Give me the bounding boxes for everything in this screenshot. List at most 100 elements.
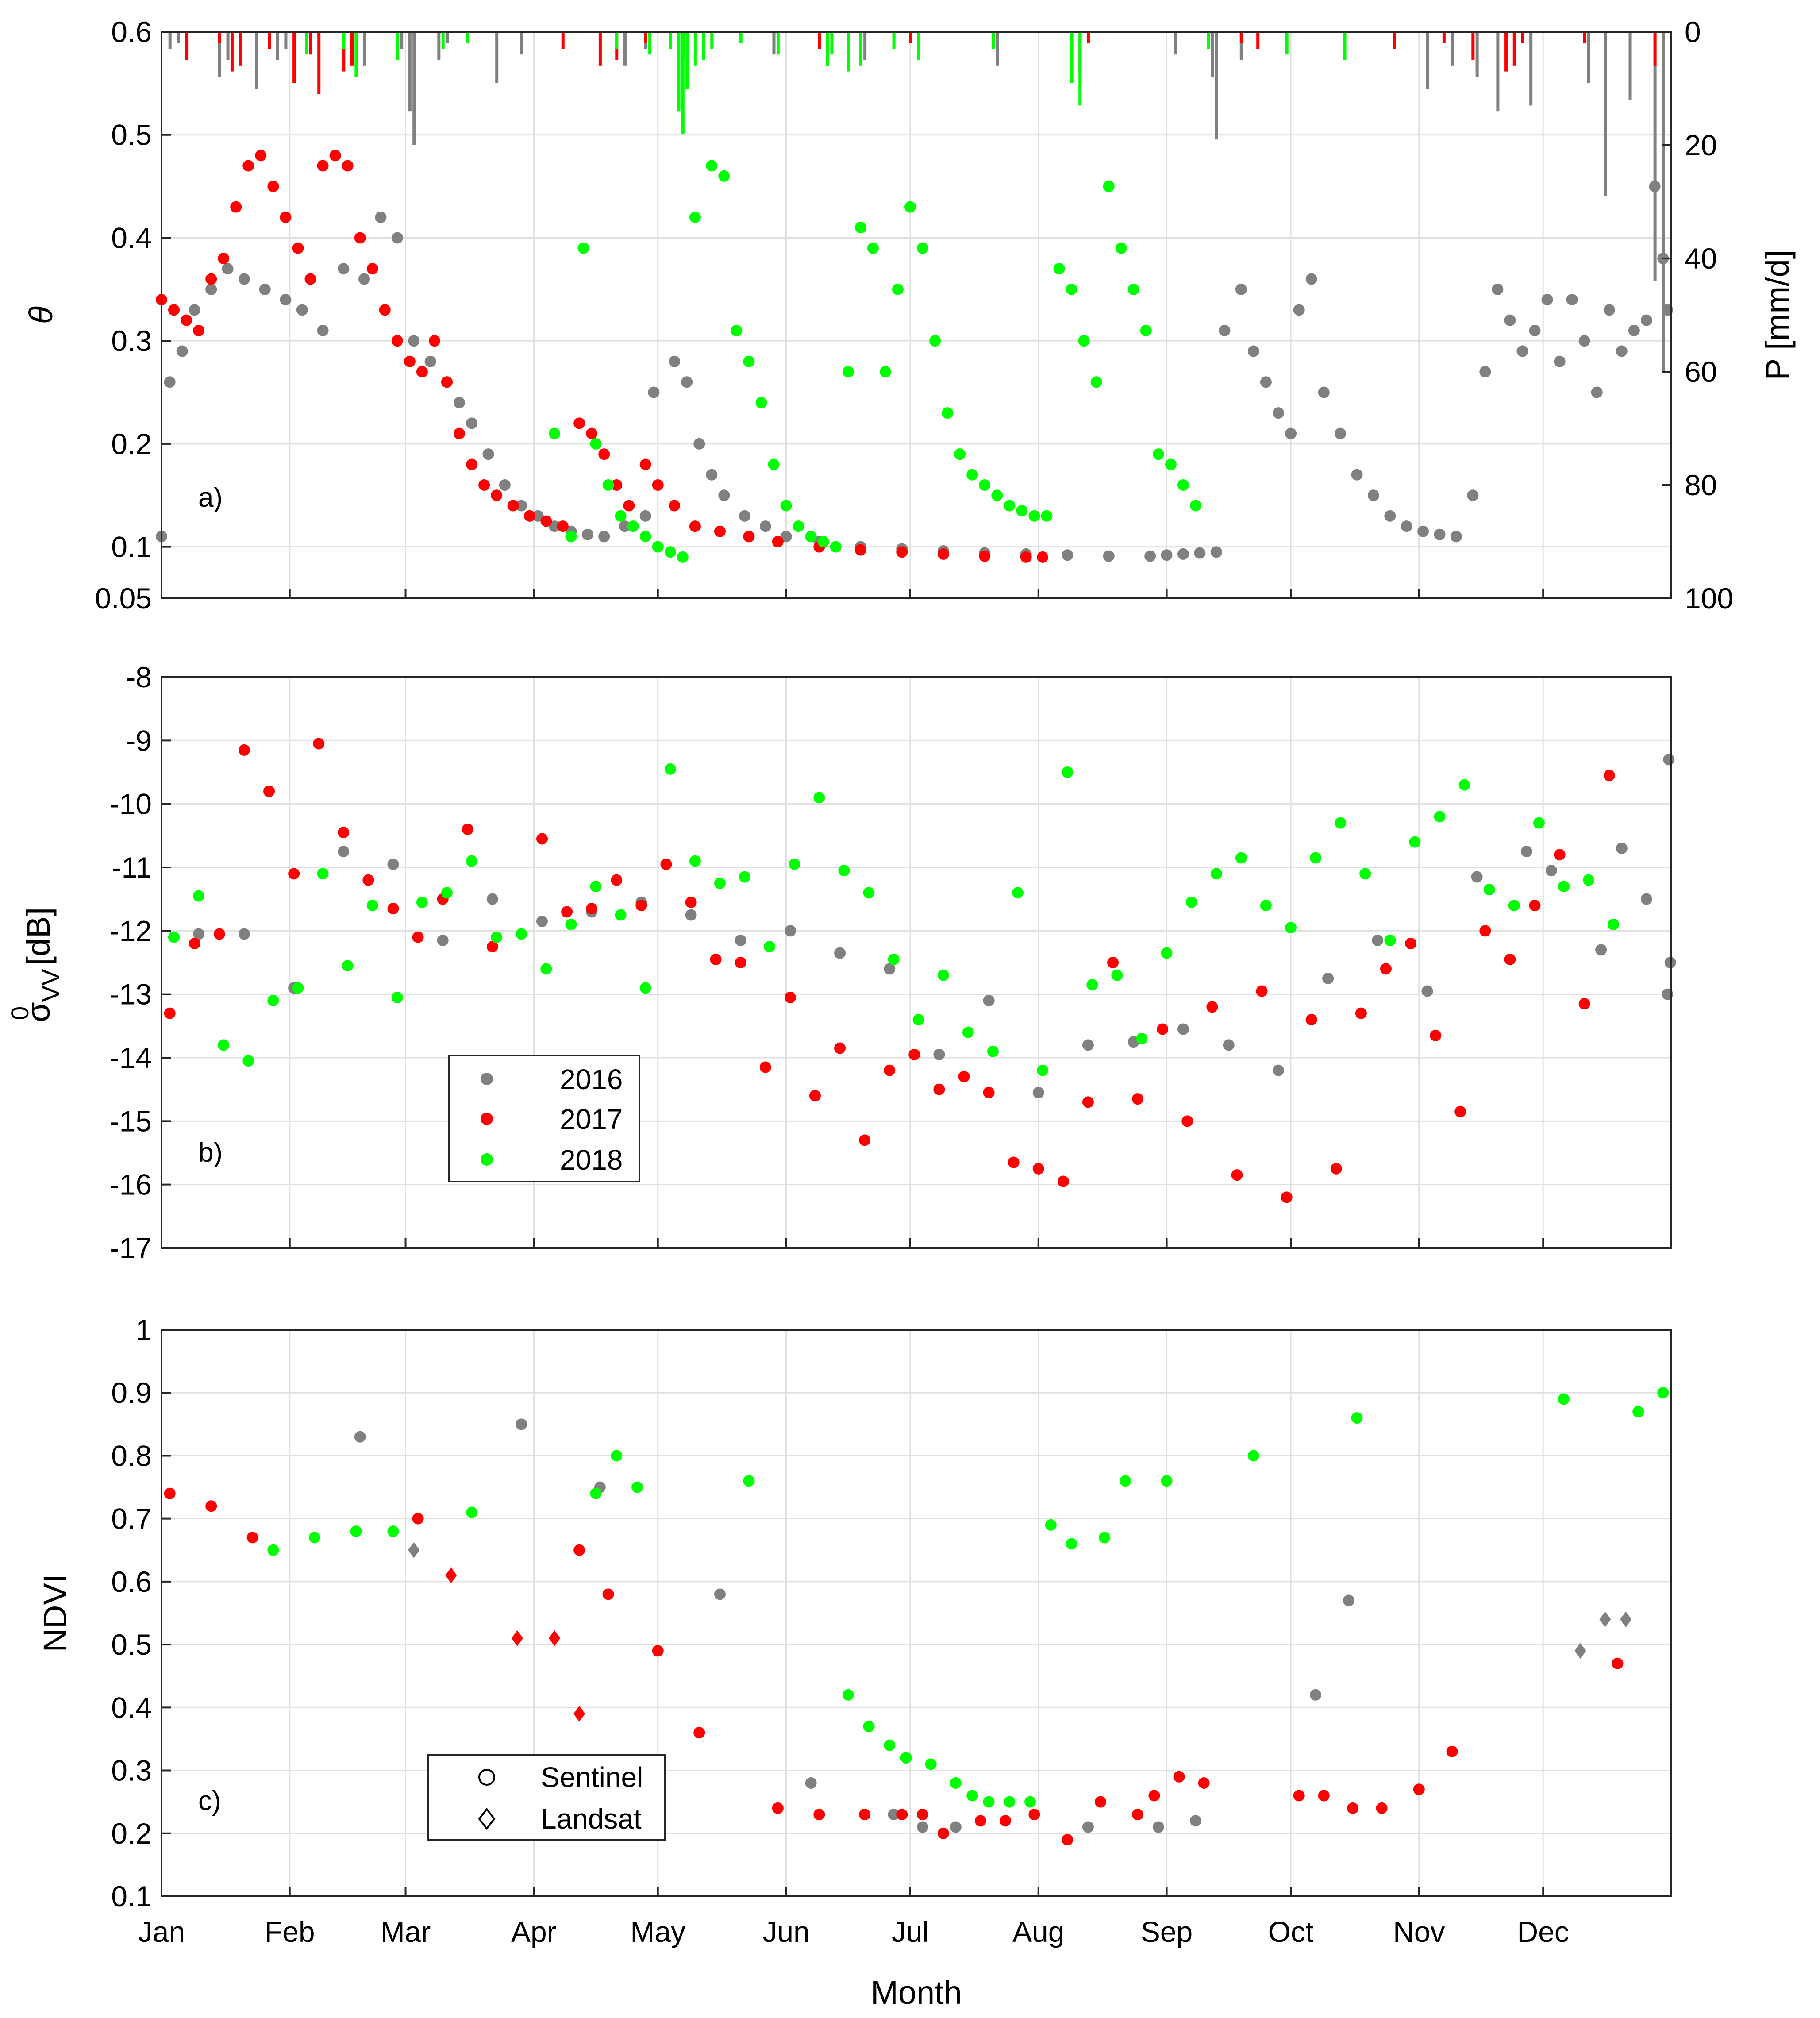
precip-bar-2018-15 [739, 32, 743, 43]
panel-c-legend: Sentinel Landsat [427, 1754, 666, 1841]
point-b-2018-17 [590, 881, 602, 892]
point-c-2017-sentinel-20 [1148, 1790, 1160, 1802]
point-b-2018-36 [1062, 766, 1074, 778]
point-c-2017-sentinel-11 [896, 1809, 908, 1821]
y-tick-label-c-2: 0.3 [111, 1754, 152, 1787]
point-a-2016-66 [1417, 525, 1429, 537]
point-a-2016-35 [718, 489, 730, 501]
point-b-2018-32 [962, 1026, 974, 1038]
point-b-2018-28 [863, 887, 875, 899]
point-a-2016-77 [1566, 294, 1578, 306]
precip-bar-2016-22 [863, 32, 867, 60]
point-a-2017-28 [507, 500, 519, 512]
month-axis-ticks: Jan Feb Mar Apr May Jun Jul Aug Sep Oct Nov Dec [138, 1915, 1569, 1948]
point-b-2017-30 [933, 1083, 945, 1095]
y-tick-label-b-8: -9 [126, 724, 152, 757]
point-b-2018-52 [1458, 779, 1470, 791]
point-b-2016-17 [983, 995, 995, 1006]
precip-bar-2017-10 [561, 32, 565, 49]
precip-bar-2016-4 [255, 32, 259, 89]
point-b-2018-15 [540, 963, 552, 975]
precip-bar-2016-5 [276, 32, 279, 60]
panel-c-y-axis-label: NDVI [37, 1574, 73, 1652]
point-b-2016-28 [1520, 846, 1532, 858]
point-b-2018-9 [391, 991, 403, 1003]
point-c-2017-sentinel-16 [1028, 1809, 1040, 1821]
precip-bar-2017-9 [350, 32, 354, 66]
point-a-2018-36 [1004, 500, 1016, 512]
point-b-2018-10 [416, 896, 428, 908]
point-b-2016-4 [338, 846, 350, 858]
point-c-2016-sentinel-1 [516, 1418, 527, 1430]
point-a-2016-1 [164, 376, 176, 388]
point-b-2018-45 [1285, 922, 1297, 934]
point-a-2017-49 [1020, 551, 1032, 563]
point-c-2018-sentinel-19 [1045, 1519, 1057, 1531]
point-c-2017-sentinel-28 [1446, 1745, 1458, 1757]
point-a-2016-34 [706, 469, 718, 481]
point-c-2018-sentinel-11 [884, 1739, 896, 1751]
y-tick-label-a-3: 0.3 [111, 324, 152, 357]
point-a-2018-35 [991, 489, 1003, 501]
point-c-2018-sentinel-4 [466, 1506, 478, 1518]
panel-a-y2-ticks: 0 20 40 60 80 100 [1662, 15, 1733, 615]
point-b-2018-47 [1335, 817, 1347, 829]
y2-tick-label-4: 80 [1685, 469, 1717, 501]
point-c-2017-sentinel-24 [1318, 1790, 1330, 1802]
point-a-2018-15 [743, 355, 755, 367]
point-b-2017-1 [189, 938, 200, 949]
month-label-mar: Mar [381, 1915, 431, 1948]
point-a-2016-10 [317, 324, 329, 336]
point-b-2016-23 [1272, 1064, 1284, 1076]
precip-bar-2017-0 [185, 32, 189, 60]
precip-bar-2018-28 [1343, 32, 1347, 60]
point-a-2017-9 [267, 181, 279, 193]
month-label-dec: Dec [1517, 1915, 1569, 1948]
point-b-2018-0 [168, 931, 180, 943]
point-b-2017-41 [1206, 1001, 1218, 1013]
precip-bar-2018-14 [710, 32, 714, 49]
point-a-2018-27 [892, 283, 904, 295]
point-a-2016-29 [639, 510, 651, 522]
point-b-2017-10 [412, 931, 424, 943]
point-b-2018-35 [1037, 1064, 1049, 1076]
point-a-2018-42 [1078, 335, 1090, 347]
point-b-2017-3 [238, 744, 250, 756]
point-a-2018-21 [817, 536, 829, 547]
point-c-2017-landsat-1 [511, 1630, 523, 1646]
point-b-2017-23 [759, 1061, 771, 1073]
point-c-2018-sentinel-15 [966, 1790, 978, 1802]
point-c-2018-sentinel-5 [590, 1487, 602, 1499]
y2-tick-label-1: 20 [1685, 129, 1717, 162]
point-b-2017-29 [908, 1048, 920, 1060]
point-a-2016-63 [1367, 489, 1379, 501]
point-b-2017-42 [1231, 1169, 1243, 1181]
precip-bar-2016-34 [1529, 32, 1533, 106]
point-a-2017-42 [743, 531, 755, 543]
point-b-2016-19 [1082, 1039, 1094, 1051]
point-a-2017-2 [181, 314, 192, 326]
point-b-2018-55 [1533, 817, 1545, 829]
point-a-2017-12 [304, 273, 316, 285]
point-c-2017-sentinel-21 [1173, 1771, 1185, 1783]
point-b-2017-54 [1529, 900, 1541, 911]
point-a-2016-2 [176, 345, 188, 357]
point-c-2016-sentinel-9 [1152, 1821, 1164, 1833]
point-a-2018-20 [805, 531, 817, 543]
svg-text:σVV[dB]: σVV[dB] [20, 907, 65, 1022]
point-b-2017-48 [1380, 963, 1392, 975]
precip-bar-2016-6 [284, 32, 288, 49]
precip-bar-2017-6 [309, 32, 312, 55]
point-b-2018-13 [491, 931, 503, 943]
point-c-2017-sentinel-23 [1293, 1790, 1305, 1802]
point-b-2018-3 [242, 1055, 254, 1067]
point-a-2018-45 [1115, 242, 1127, 254]
point-a-2017-35 [611, 479, 623, 491]
point-b-2017-49 [1405, 938, 1417, 949]
point-b-2018-56 [1558, 881, 1570, 892]
point-b-2017-46 [1330, 1163, 1342, 1175]
panel-b-y-axis-label: σVV[dB] 0 [6, 907, 65, 1022]
panel-a-y2-axis-label: P [mm/d] [1759, 250, 1796, 381]
point-b-2018-43 [1235, 852, 1247, 864]
point-a-2016-12 [358, 273, 370, 285]
